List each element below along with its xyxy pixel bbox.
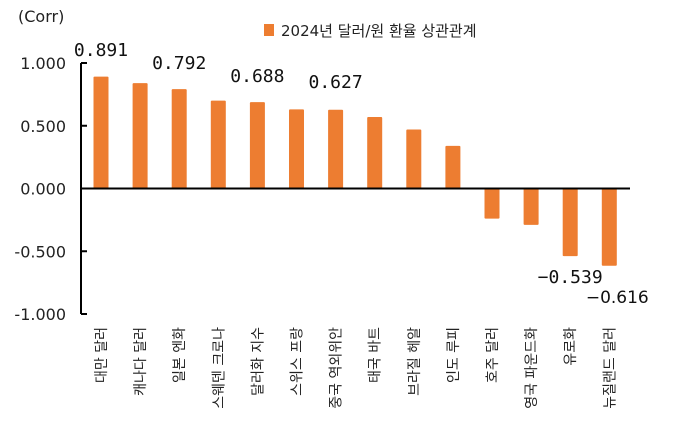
- bar: [210, 100, 226, 189]
- data-label: 0.688: [230, 66, 284, 87]
- category-labels: 대만 달러 캐나다 달러 일본 엔화 스웨덴 크로나 달러화 지수 스위스 프랑 중국 역외…: [94, 327, 618, 409]
- bar: [406, 129, 422, 189]
- category-label: 인도 루피: [446, 327, 462, 383]
- bar: [249, 102, 265, 189]
- y-tick-label: 0.000: [20, 180, 66, 199]
- data-labels: 0.891 0.792 0.688 0.627 −0.539−0.616: [74, 40, 649, 308]
- axes: [80, 63, 630, 314]
- category-label: 중국 역외위안: [329, 327, 345, 409]
- category-label: 대만 달러: [94, 327, 110, 383]
- legend-entry: 2024년 달러/원 환율 상관관계: [281, 22, 477, 40]
- category-label: 호주 달러: [485, 327, 501, 383]
- bar: [171, 89, 187, 189]
- category-label: 브라질 헤알: [407, 327, 423, 396]
- bar: [93, 76, 109, 189]
- bar: [523, 188, 539, 225]
- y-axis-unit-label: (Corr): [18, 7, 64, 26]
- bar: [601, 188, 617, 266]
- bars: [93, 76, 617, 266]
- category-label: 일본 엔화: [172, 327, 188, 383]
- category-label: 유로화: [563, 327, 579, 366]
- bar: [289, 109, 304, 189]
- category-label: 달러화 지수: [250, 327, 266, 396]
- y-axis-ticks: 1.000 0.500 0.000 -0.500 -1.000: [14, 54, 87, 324]
- data-label: −0.616: [586, 288, 649, 308]
- y-tick-label: -1.000: [14, 305, 66, 324]
- data-label: 0.792: [152, 53, 206, 74]
- category-label: 캐나다 달러: [133, 327, 149, 396]
- legend-swatch: [264, 24, 274, 36]
- bar: [445, 145, 461, 189]
- category-label: 뉴질랜드 달러: [602, 327, 618, 409]
- bar: [367, 116, 383, 189]
- bar: [484, 188, 500, 219]
- category-label: 영국 파운드화: [524, 327, 540, 409]
- y-tick-label: 0.500: [20, 117, 66, 136]
- data-label: −0.539: [538, 267, 603, 288]
- y-tick-label: -0.500: [14, 242, 66, 261]
- category-label: 태국 바트: [368, 327, 384, 383]
- bar: [328, 109, 344, 189]
- bar: [562, 188, 578, 257]
- legend: 2024년 달러/원 환율 상관관계: [264, 22, 477, 40]
- y-tick-label: 1.000: [20, 54, 66, 73]
- data-label: 0.627: [309, 72, 363, 93]
- category-label: 스웨덴 크로나: [211, 327, 227, 409]
- category-label: 스위스 프랑: [290, 327, 306, 396]
- data-label: 0.891: [74, 40, 128, 61]
- bar: [132, 83, 148, 189]
